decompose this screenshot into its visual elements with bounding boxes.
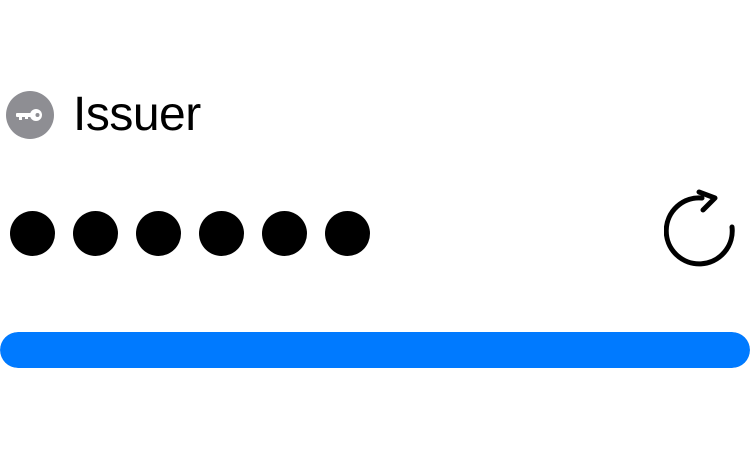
account-header: Issuer [6, 86, 201, 144]
code-dot [10, 210, 55, 256]
masked-code[interactable] [10, 210, 388, 256]
refresh-icon [664, 189, 735, 267]
code-dot [73, 210, 118, 256]
code-dot [262, 210, 307, 256]
refresh-button[interactable] [664, 180, 748, 276]
timer-progress-bar [0, 332, 750, 368]
issuer-name: Issuer [73, 88, 201, 141]
key-icon [6, 91, 54, 139]
code-dot [325, 210, 370, 256]
code-dot [199, 210, 244, 256]
code-dot [136, 210, 181, 256]
timer-progress-fill [0, 332, 750, 368]
